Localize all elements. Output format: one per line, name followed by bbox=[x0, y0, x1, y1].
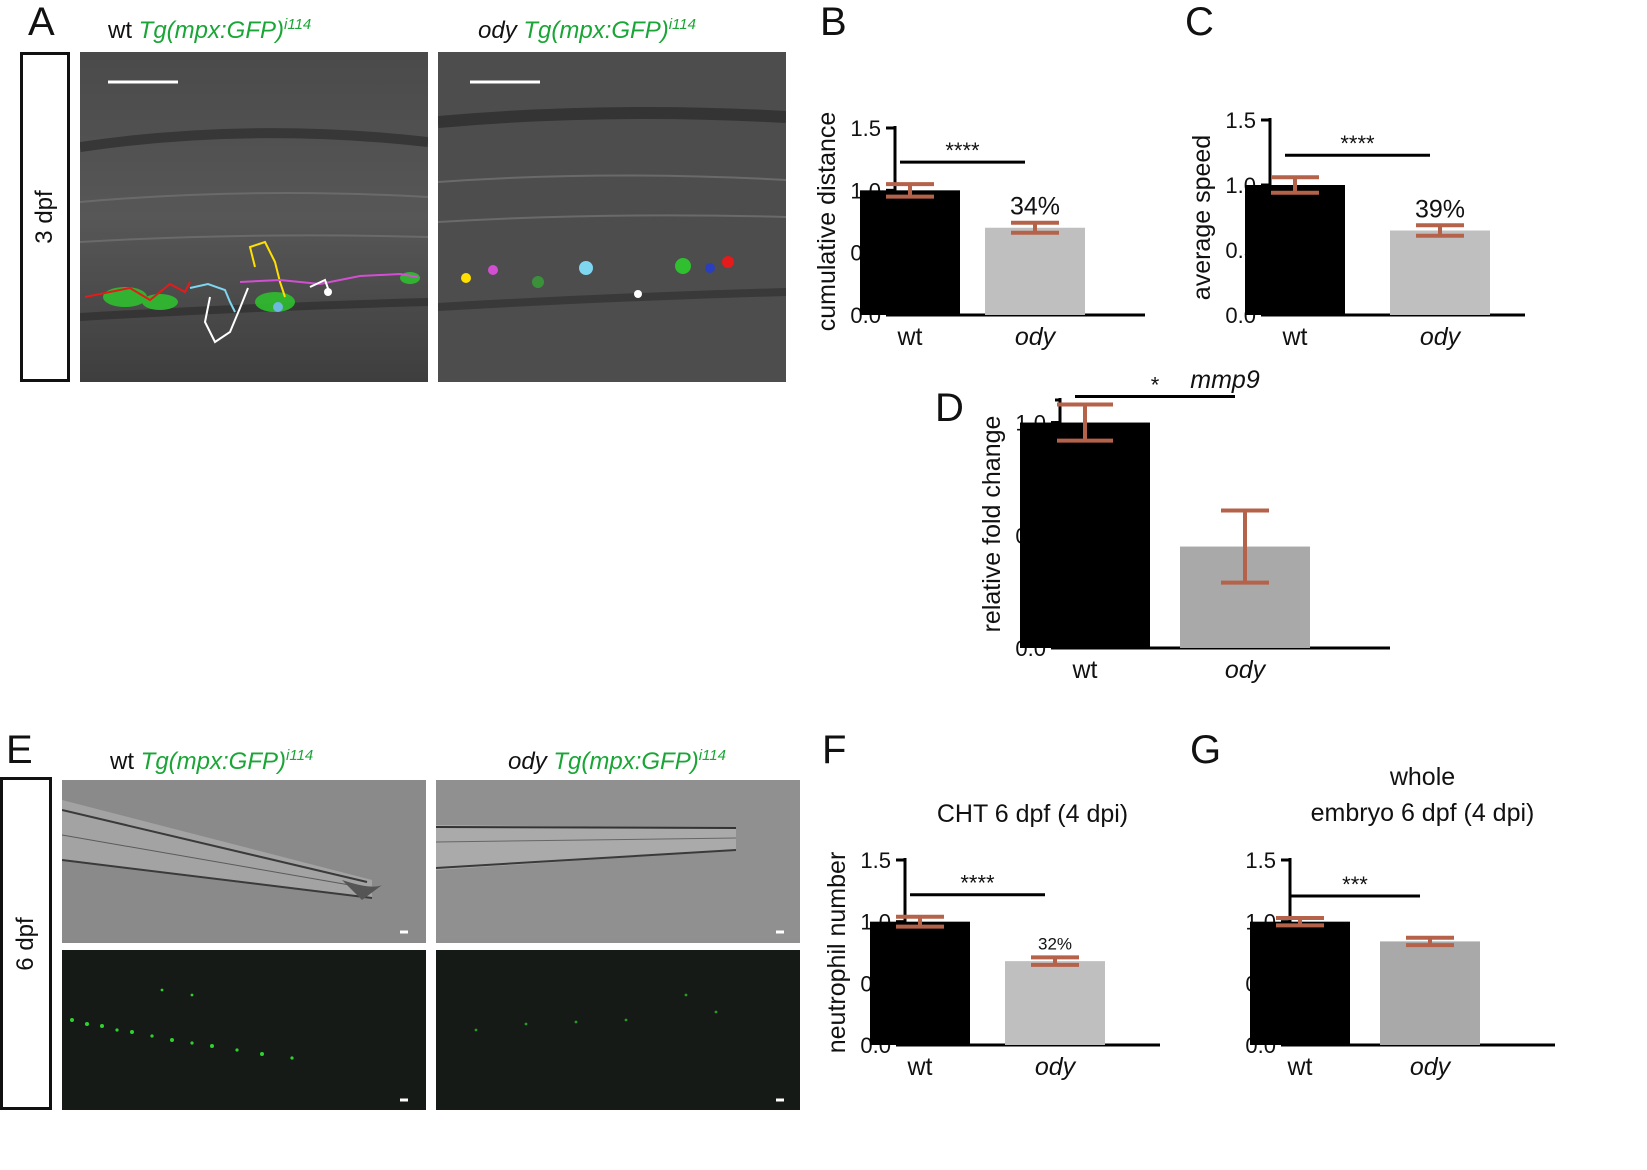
stage-label-text: 6 dpf bbox=[12, 916, 39, 971]
micrograph-ody-3dpf bbox=[438, 52, 786, 382]
x-tick-label: ody bbox=[1410, 1053, 1452, 1081]
image-title-wt-3dpf: wt Tg(mpx:GFP)i114 bbox=[108, 16, 312, 44]
micrograph-wt-6dpf-brightfield bbox=[62, 780, 426, 943]
percent-annotation: 34% bbox=[1010, 193, 1060, 221]
panel-letter-g: G bbox=[1190, 728, 1222, 772]
micrograph-ody-6dpf-brightfield bbox=[436, 780, 800, 943]
x-tick-label: ody bbox=[1225, 656, 1267, 684]
bar-ody bbox=[1390, 230, 1490, 315]
bar-wt bbox=[870, 921, 970, 1045]
micrograph-wt-3dpf bbox=[80, 52, 428, 382]
panel-letter-f: F bbox=[822, 728, 847, 772]
stage-label-3dpf: 3 dpf bbox=[20, 52, 70, 382]
micrograph-ody-6dpf-fluorescence bbox=[436, 950, 800, 1110]
y-axis-label: relative fold change bbox=[978, 416, 1006, 633]
panel-letter-e: E bbox=[6, 728, 33, 772]
stage-label-6dpf: 6 dpf bbox=[0, 777, 52, 1110]
y-axis-label: cumulative distance bbox=[813, 112, 841, 332]
panel-letter-c: C bbox=[1185, 0, 1214, 44]
y-axis-label: average speed bbox=[1188, 135, 1216, 300]
x-tick-label: ody bbox=[1015, 323, 1057, 351]
image-title-wt-6dpf: wt Tg(mpx:GFP)i114 bbox=[110, 747, 314, 775]
significance-stars: **** bbox=[1340, 131, 1375, 156]
significance-stars: * bbox=[1151, 373, 1160, 398]
chart-title: embryo 6 dpf (4 dpi) bbox=[1311, 799, 1535, 827]
x-tick-label: wt bbox=[1072, 656, 1098, 684]
x-tick-label: wt bbox=[1282, 323, 1308, 351]
percent-annotation: 39% bbox=[1415, 195, 1465, 223]
panel-letter-a: A bbox=[28, 0, 55, 44]
stage-label-text: 3 dpf bbox=[31, 190, 58, 244]
chart-title: CHT 6 dpf (4 dpi) bbox=[937, 800, 1128, 828]
bar-wt bbox=[860, 190, 960, 315]
x-tick-label: wt bbox=[907, 1053, 933, 1081]
y-tick-label: 1.5 bbox=[850, 116, 881, 141]
x-tick-label: wt bbox=[1287, 1053, 1313, 1081]
bar-ody bbox=[1380, 941, 1480, 1045]
significance-stars: **** bbox=[945, 138, 980, 163]
x-tick-label: ody bbox=[1035, 1053, 1077, 1081]
x-tick-label: ody bbox=[1420, 323, 1462, 351]
panel-letter-b: B bbox=[820, 0, 847, 44]
bar-wt bbox=[1245, 185, 1345, 315]
y-tick-label: 1.5 bbox=[1225, 108, 1256, 133]
image-title-ody-3dpf: ody Tg(mpx:GFP)i114 bbox=[478, 16, 696, 44]
y-tick-label: 1.5 bbox=[1245, 848, 1276, 873]
image-title-ody-6dpf: ody Tg(mpx:GFP)i114 bbox=[508, 747, 726, 775]
micrograph-wt-6dpf-fluorescence bbox=[62, 950, 426, 1110]
y-axis-label: neutrophil number bbox=[823, 852, 851, 1054]
significance-stars: **** bbox=[960, 871, 995, 896]
x-tick-label: wt bbox=[897, 323, 923, 351]
significance-stars: *** bbox=[1342, 872, 1368, 897]
bar-wt bbox=[1020, 422, 1150, 648]
bar-wt bbox=[1250, 921, 1350, 1045]
percent-annotation: 32% bbox=[1038, 934, 1072, 953]
y-tick-label: 1.5 bbox=[860, 848, 891, 873]
panel-letter-d: D bbox=[935, 386, 964, 430]
bar-ody bbox=[985, 227, 1085, 315]
chart-title: mmp9 bbox=[1190, 366, 1260, 394]
bar-ody bbox=[1005, 961, 1105, 1045]
chart-title: whole bbox=[1389, 763, 1455, 791]
